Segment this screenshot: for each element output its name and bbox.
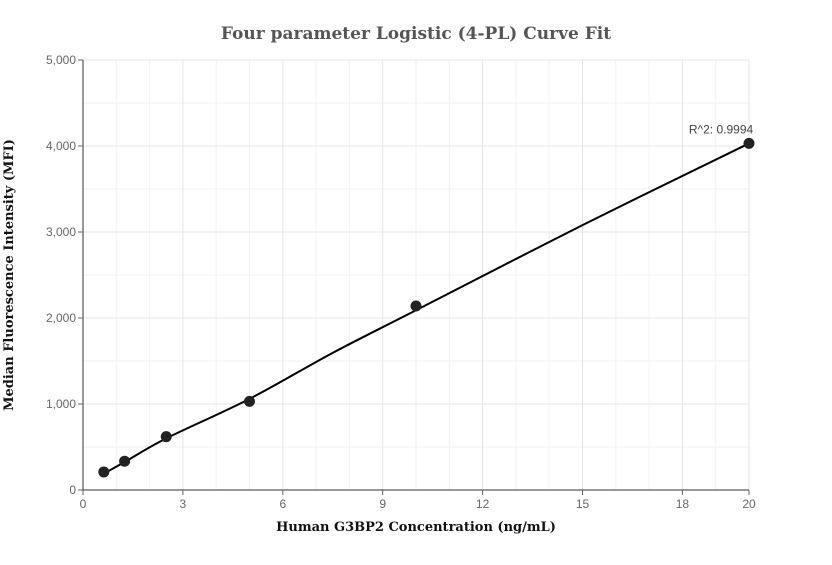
data-point bbox=[244, 395, 255, 407]
r-squared-annotation: R^2: 0.9994 bbox=[689, 122, 754, 136]
x-tick-label: 9 bbox=[379, 497, 386, 511]
x-tick-label: 20 bbox=[742, 497, 756, 511]
data-point bbox=[119, 455, 131, 467]
x-tick-label: 15 bbox=[576, 497, 590, 511]
y-tick-label: 3,000 bbox=[46, 225, 76, 239]
y-tick-label: 4,000 bbox=[46, 139, 76, 153]
x-tick-label: 18 bbox=[676, 497, 690, 511]
data-point bbox=[743, 137, 755, 149]
x-axis-title: Human G3BP2 Concentration (ng/mL) bbox=[276, 520, 556, 535]
y-tick-label: 2,000 bbox=[46, 311, 76, 325]
data-point bbox=[98, 466, 110, 478]
y-axis-ticks: 0 1,000 2,000 3,000 4,000 5,000 bbox=[46, 53, 83, 497]
data-point bbox=[160, 431, 172, 443]
minor-gridlines bbox=[83, 60, 749, 490]
x-tick-label: 3 bbox=[180, 497, 187, 511]
axes bbox=[82, 60, 749, 491]
data-points bbox=[98, 137, 755, 478]
x-tick-label: 0 bbox=[80, 497, 87, 511]
y-tick-label: 1,000 bbox=[46, 397, 76, 411]
major-gridlines bbox=[83, 59, 750, 490]
y-axis-title: Median Fluorescence Intensity (MFI) bbox=[2, 139, 17, 411]
x-tick-label: 6 bbox=[279, 497, 286, 511]
y-tick-label: 0 bbox=[69, 483, 76, 497]
fit-curve-line bbox=[103, 142, 750, 475]
chart-title: Four parameter Logistic (4-PL) Curve Fit bbox=[221, 24, 611, 44]
y-tick-label: 5,000 bbox=[46, 53, 76, 67]
x-tick-label: 12 bbox=[476, 497, 490, 511]
x-axis-ticks: 0 3 6 9 12 15 18 20 bbox=[80, 490, 756, 511]
data-point bbox=[410, 300, 422, 312]
